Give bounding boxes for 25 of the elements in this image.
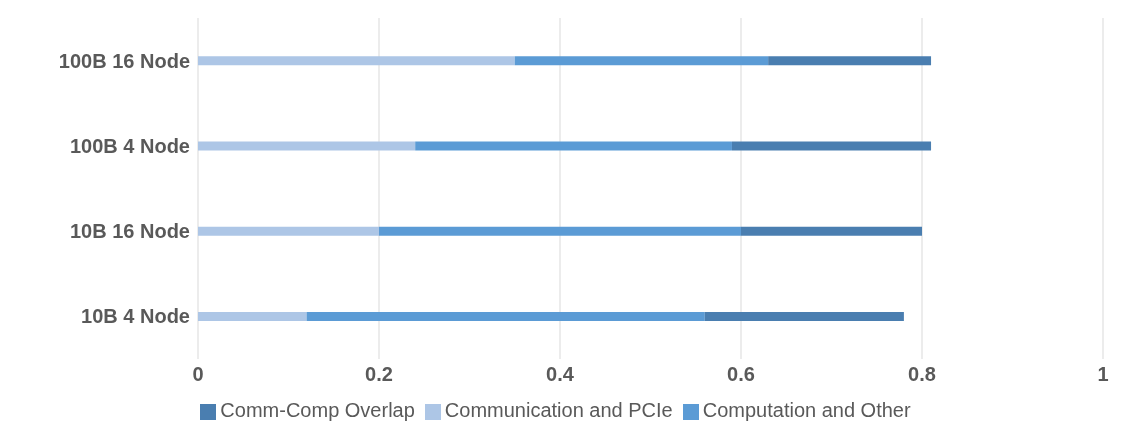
bar	[198, 141, 416, 151]
legend-label: Comm-Comp Overlap	[220, 399, 415, 421]
x-tick-label: 0	[192, 363, 204, 386]
bar	[198, 312, 307, 322]
bar	[306, 312, 705, 322]
x-tick-label: 1	[1097, 363, 1109, 386]
legend-label: Computation and Other	[702, 399, 911, 421]
bar	[198, 56, 515, 66]
bar	[415, 141, 732, 151]
x-tick-label: 0.2	[365, 363, 393, 386]
y-tick-label: 10B 4 Node	[81, 305, 190, 328]
bar	[731, 141, 932, 151]
bar	[198, 226, 379, 236]
bar	[514, 56, 769, 66]
bar	[768, 56, 932, 66]
bar	[704, 312, 904, 322]
y-tick-label: 10B 16 Node	[69, 220, 190, 243]
x-tick-label: 0.8	[908, 363, 936, 386]
x-tick-label: 0.4	[546, 363, 575, 386]
legend-label: Communication and PCIe	[444, 399, 673, 421]
x-tick-label: 0.6	[727, 363, 755, 386]
y-tick-label: 100B 4 Node	[69, 134, 190, 157]
bar	[741, 226, 922, 236]
y-tick-label: 100B 16 Node	[58, 49, 190, 72]
bar	[379, 226, 741, 236]
